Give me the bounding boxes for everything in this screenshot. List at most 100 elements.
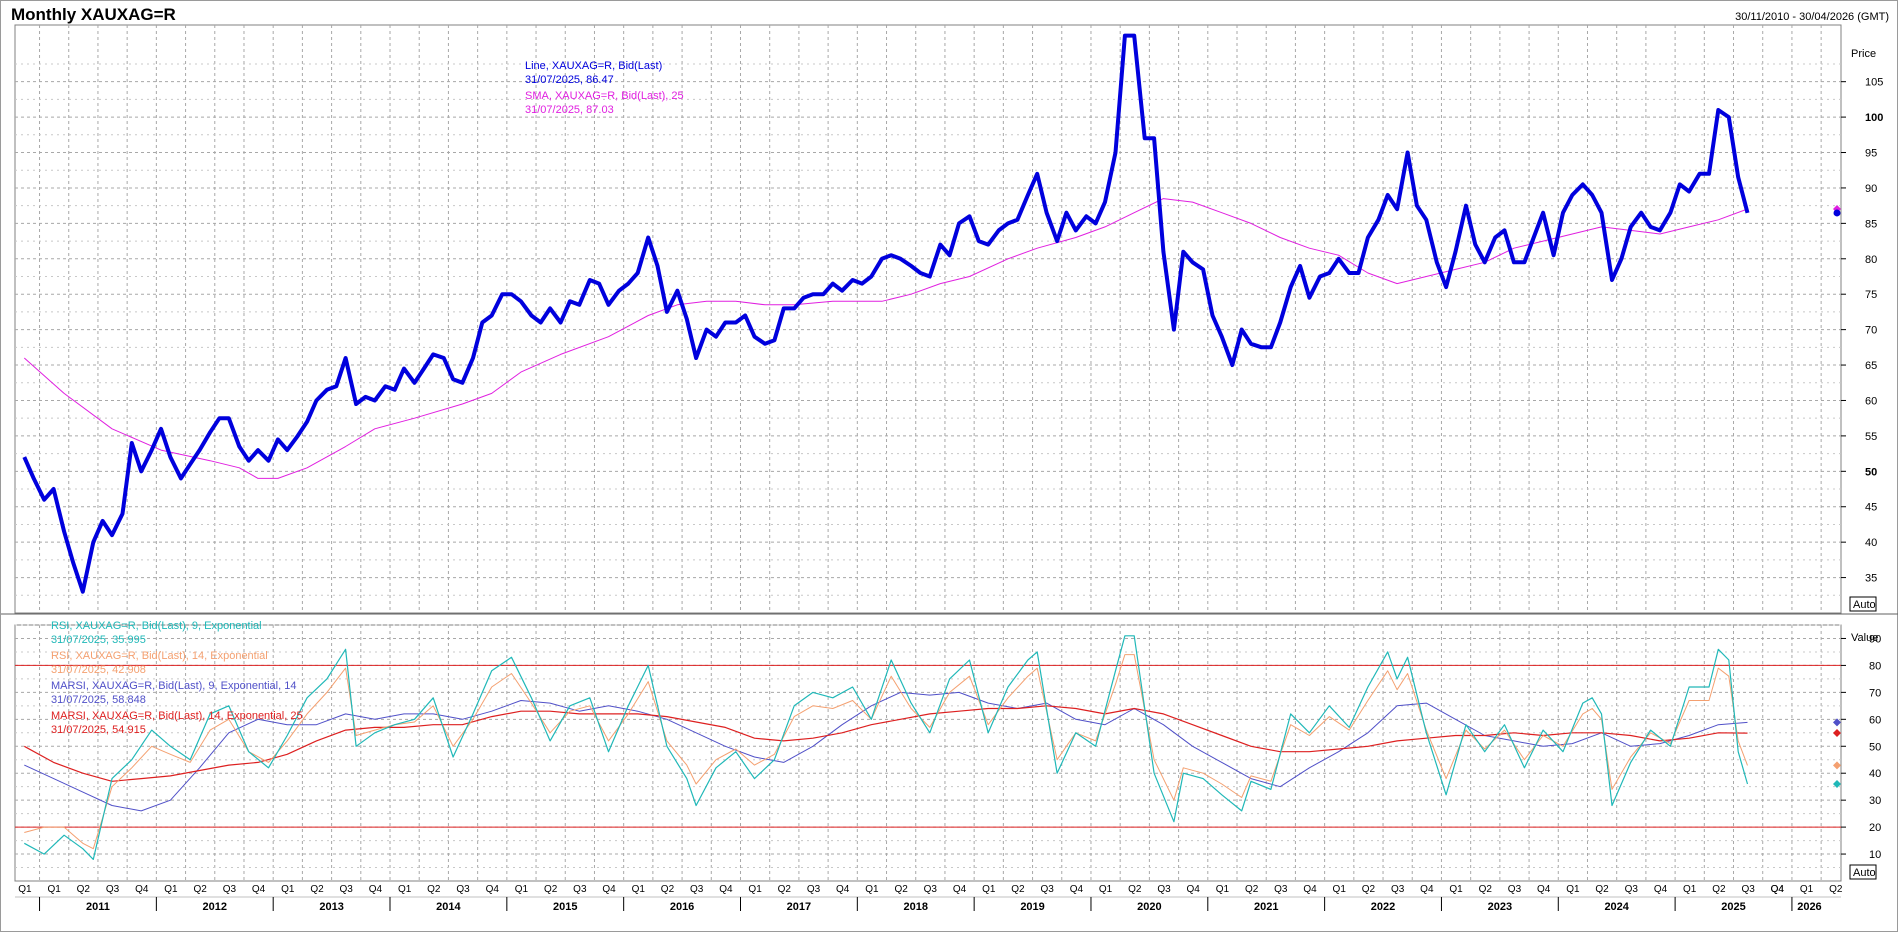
x-quarter-label: Q1: [1333, 884, 1347, 895]
x-quarter-label: Q4: [836, 884, 850, 895]
osc-legend-name: RSI, XAUXAG=R, Bid(Last), 14, Exponentia…: [51, 650, 268, 662]
price-y-tick-label: 80: [1865, 254, 1877, 266]
osc-legend-detail: 31/07/2025, 54.915: [51, 724, 146, 736]
price-auto-label: Auto: [1853, 599, 1876, 611]
x-quarter-label: Q1: [632, 884, 646, 895]
x-year-label: 2012: [203, 901, 227, 913]
x-year-label: 2021: [1254, 901, 1278, 913]
price-y-tick-label: 35: [1865, 573, 1877, 585]
rsi-9-last-marker: [1833, 779, 1841, 788]
price-y-tick-label: 105: [1865, 77, 1883, 89]
x-quarter-label: Q2: [778, 884, 792, 895]
x-quarter-label: Q4: [1654, 884, 1668, 895]
x-quarter-label: Q4: [252, 884, 266, 895]
osc-legend-name: RSI, XAUXAG=R, Bid(Last), 9, Exponential: [51, 620, 262, 632]
x-quarter-label: Q2: [661, 884, 675, 895]
x-quarter-label: Q2: [427, 884, 441, 895]
osc-legend-detail: 31/07/2025, 58.848: [51, 694, 146, 706]
marsi-9-last-marker: [1833, 718, 1841, 727]
x-quarter-label: Q1: [18, 884, 32, 895]
x-quarter-label: Q3: [106, 884, 120, 895]
x-quarter-label: Q4: [719, 884, 733, 895]
x-quarter-label: Q4: [1420, 884, 1434, 895]
osc-y-tick-label: 80: [1869, 660, 1881, 672]
price-line: [22, 33, 1750, 594]
x-quarter-label: Q4: [1771, 884, 1785, 895]
date-range-label: 30/11/2010 - 30/04/2026 (GMT): [1735, 11, 1889, 23]
x-quarter-label: Q2: [894, 884, 908, 895]
x-quarter-label: Q1: [1216, 884, 1230, 895]
osc-y-tick-label: 50: [1869, 741, 1881, 753]
x-quarter-label: Q2: [544, 884, 558, 895]
price-y-tick-label: 65: [1865, 360, 1877, 372]
x-quarter-label: Q4: [1187, 884, 1201, 895]
x-year-label: 2020: [1137, 901, 1161, 913]
price-y-tick-label: 100: [1865, 112, 1883, 124]
osc-legend-name: MARSI, XAUXAG=R, Bid(Last), 9, Exponenti…: [51, 680, 296, 692]
x-quarter-label: Q4: [1070, 884, 1084, 895]
osc-y-tick-label: 60: [1869, 714, 1881, 726]
osc-legend-detail: 31/07/2025, 42.908: [51, 664, 146, 676]
x-year-label: 2013: [319, 901, 343, 913]
x-quarter-label: Q1: [47, 884, 61, 895]
x-quarter-label: Q3: [1040, 884, 1054, 895]
x-quarter-label: Q2: [310, 884, 324, 895]
x-quarter-label: Q2: [1829, 884, 1843, 895]
x-quarter-label: Q2: [1245, 884, 1259, 895]
x-quarter-label: Q2: [1362, 884, 1376, 895]
osc-y-tick-label: 90: [1869, 633, 1881, 645]
price-y-tick-label: 50: [1865, 466, 1877, 478]
x-quarter-label: Q4: [1771, 884, 1785, 895]
x-quarter-label: Q3: [807, 884, 821, 895]
osc-auto-label: Auto: [1853, 867, 1876, 879]
osc-y-tick-label: 70: [1869, 687, 1881, 699]
x-quarter-label: Q3: [573, 884, 587, 895]
price-y-tick-label: 85: [1865, 218, 1877, 230]
price-last-value-marker: [1833, 209, 1841, 217]
x-quarter-label: Q4: [369, 884, 383, 895]
x-year-label: 2014: [436, 901, 461, 913]
x-quarter-label: Q3: [1157, 884, 1171, 895]
price-y-tick-label: 40: [1865, 537, 1877, 549]
x-quarter-label: Q1: [515, 884, 529, 895]
osc-auto-button[interactable]: [1849, 864, 1877, 880]
x-quarter-label: Q3: [456, 884, 470, 895]
x-quarter-label: Q3: [1391, 884, 1405, 895]
x-quarter-label: Q2: [1712, 884, 1726, 895]
x-year-label: 2015: [553, 901, 577, 913]
x-quarter-label: Q4: [1303, 884, 1317, 895]
marsi-14-line: [24, 705, 1748, 782]
price-auto-button[interactable]: [1849, 596, 1877, 612]
x-quarter-label: Q1: [1566, 884, 1580, 895]
x-year-label: 2016: [670, 901, 694, 913]
price-legend-name: SMA, XAUXAG=R, Bid(Last), 25: [525, 90, 684, 102]
x-year-label: 2024: [1604, 901, 1629, 913]
x-quarter-label: Q2: [1128, 884, 1142, 895]
x-quarter-label: Q2: [1595, 884, 1609, 895]
x-year-label: 2026: [1797, 901, 1821, 913]
x-quarter-label: Q4: [135, 884, 149, 895]
chart-title: Monthly XAUXAG=R: [11, 5, 176, 24]
x-quarter-label: Q4: [486, 884, 500, 895]
price-y-tick-label: 75: [1865, 289, 1877, 301]
x-year-label: 2022: [1371, 901, 1395, 913]
x-quarter-label: Q4: [602, 884, 616, 895]
x-quarter-label: Q3: [690, 884, 704, 895]
x-quarter-label: Q3: [1741, 884, 1755, 895]
price-y-tick-label: 45: [1865, 502, 1877, 514]
x-quarter-label: Q1: [1099, 884, 1113, 895]
x-quarter-label: Q3: [1274, 884, 1288, 895]
price-y-tick-label: 95: [1865, 148, 1877, 160]
x-quarter-label: Q1: [1449, 884, 1463, 895]
x-quarter-label: Q2: [77, 884, 91, 895]
rsi-9-line: [24, 635, 1749, 860]
rsi-14-line: [24, 654, 1748, 850]
osc-y-tick-label: 10: [1869, 849, 1881, 861]
x-quarter-label: Q1: [1683, 884, 1697, 895]
x-quarter-label: Q3: [924, 884, 938, 895]
marsi-9-line: [24, 691, 1748, 812]
x-quarter-label: Q2: [1011, 884, 1025, 895]
price-legend-detail: 31/07/2025, 86.47: [525, 74, 614, 86]
